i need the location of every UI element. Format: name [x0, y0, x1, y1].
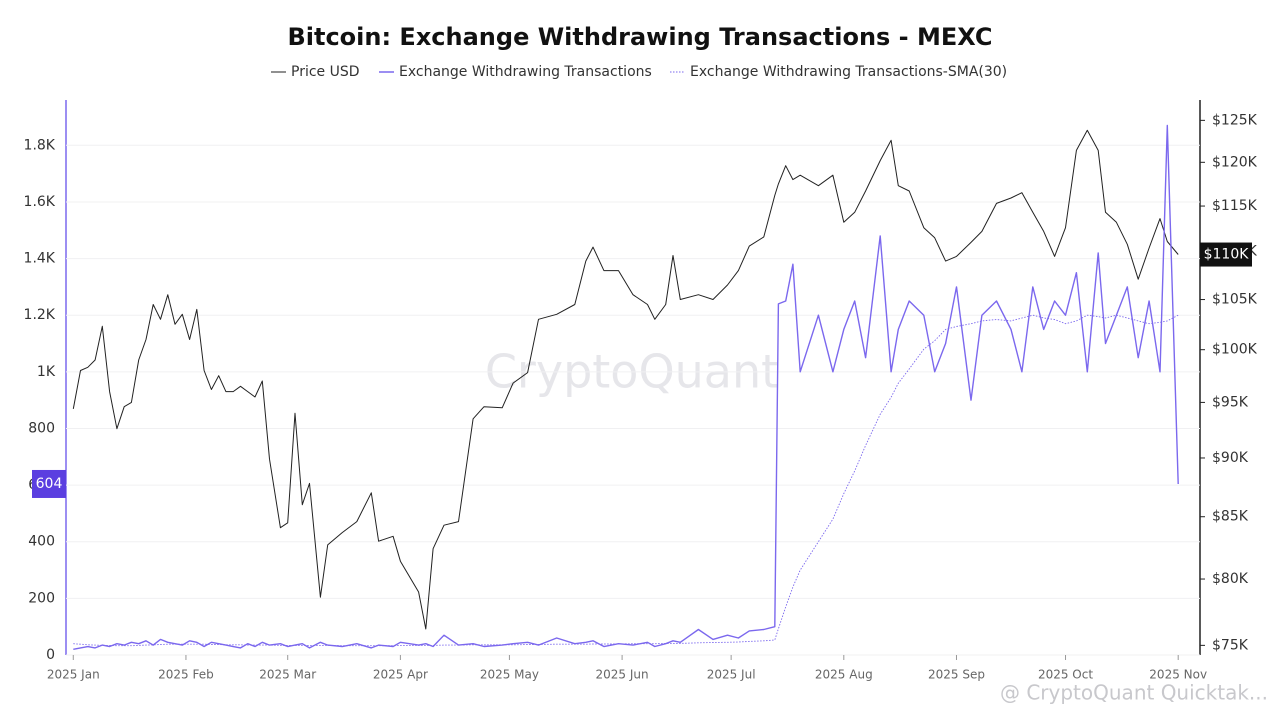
y-tick-label: 1.6K: [24, 194, 56, 210]
legend-label: Exchange Withdrawing Transactions: [399, 64, 652, 80]
y2-tick-label: $80K: [1212, 571, 1249, 587]
y-tick-label: 1K: [37, 364, 56, 380]
y2-tick-label: $125K: [1212, 112, 1258, 128]
y2-tick-label: $85K: [1212, 509, 1249, 525]
y-tick-label: 200: [28, 590, 55, 606]
legend-label: Exchange Withdrawing Transactions-SMA(30…: [690, 64, 1007, 80]
y-tick-label: 1.4K: [24, 251, 56, 267]
legend-label: Price USD: [291, 64, 360, 80]
last-value-label: 604: [36, 476, 63, 492]
chart-title: Bitcoin: Exchange Withdrawing Transactio…: [287, 23, 992, 51]
y-tick-label: 800: [28, 420, 55, 436]
last-value-box: [32, 469, 66, 498]
x-tick-label: 2025 Jun: [596, 668, 649, 682]
series-line: [73, 314, 1179, 647]
series-line: [73, 124, 1179, 650]
last-value-label: $110K: [1204, 247, 1250, 263]
y2-tick-label: $105K: [1212, 292, 1258, 308]
legend: Price USD Exchange Withdrawing Transacti…: [271, 64, 1007, 80]
series-line: [72, 129, 1179, 630]
last-value-box: [1200, 242, 1252, 267]
x-tick-label: 2025 Oct: [1038, 668, 1093, 682]
y2-tick-label: $120K: [1212, 154, 1258, 170]
y-tick-label: 1.2K: [24, 307, 56, 323]
x-tick-label: 2025 Apr: [373, 668, 428, 682]
x-tick-label: 2025 Aug: [815, 668, 873, 682]
grid: [66, 144, 1200, 656]
x-tick-label: 2025 Mar: [259, 668, 316, 682]
x-tick-label: 2025 May: [480, 668, 539, 682]
x-tick-label: 2025 Nov: [1149, 668, 1207, 682]
x-tick-label: 2025 Sep: [928, 668, 985, 682]
y2-tick-label: $100K: [1212, 342, 1258, 358]
y2-tick-label: $95K: [1212, 394, 1249, 410]
y2-tick-label: $75K: [1212, 637, 1249, 653]
x-tick-label: 2025 Jan: [47, 668, 100, 682]
y-tick-label: 400: [28, 534, 55, 550]
footer-watermark: @ CryptoQuant Quicktak...: [1000, 681, 1268, 705]
x-tick-label: 2025 Jul: [707, 668, 756, 682]
y2-tick-label: $90K: [1212, 450, 1249, 466]
y-tick-label: 0: [46, 647, 55, 663]
y2-tick-label: $115K: [1212, 198, 1258, 214]
x-tick-label: 2025 Feb: [158, 668, 214, 682]
y-tick-label: 1.8K: [24, 137, 56, 153]
